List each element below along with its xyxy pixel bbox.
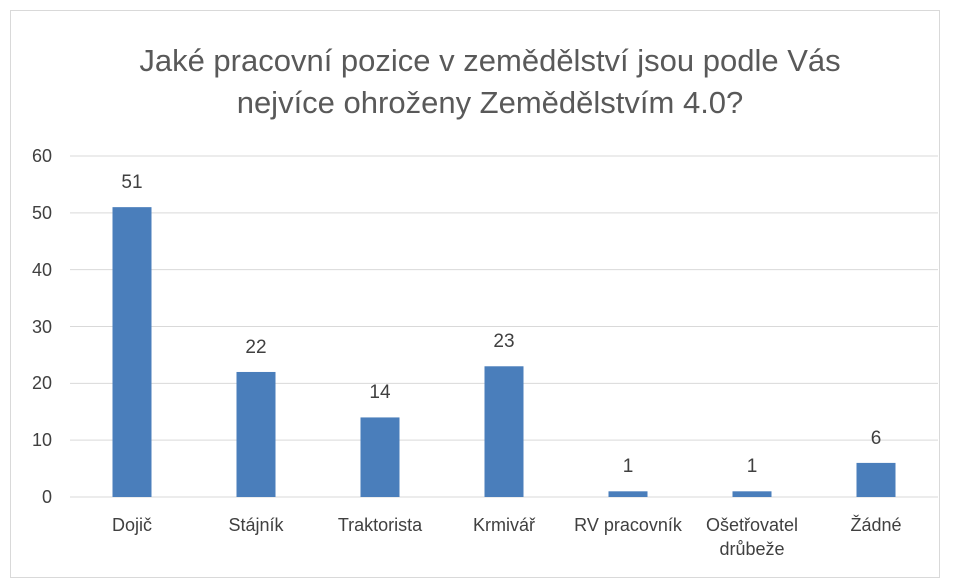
data-label: 1: [622, 456, 634, 478]
bar: [236, 371, 276, 497]
x-tick-label: Žádné: [850, 515, 902, 535]
x-tick-label: Stájník: [228, 515, 284, 535]
y-tick-label: 0: [41, 487, 52, 507]
data-label: 22: [245, 336, 267, 358]
bar: [732, 491, 772, 497]
y-tick-label: 50: [31, 202, 52, 223]
data-label: 1: [746, 456, 758, 478]
y-tick-label: 20: [31, 373, 52, 394]
chart-frame: [10, 10, 940, 578]
data-label: 14: [369, 382, 391, 404]
data-label: 23: [493, 331, 515, 353]
x-tick-label: Traktorista: [337, 515, 423, 535]
bar: [360, 417, 400, 497]
y-tick-label: 60: [31, 146, 52, 166]
x-tick-label: Krmivář: [473, 515, 535, 535]
bar: [856, 462, 896, 497]
data-label: 51: [121, 172, 143, 194]
bar: [112, 207, 152, 497]
x-tick-label: RV pracovník: [574, 515, 682, 535]
bar: [608, 491, 648, 497]
y-tick-label: 10: [31, 430, 52, 451]
data-label: 6: [870, 427, 882, 449]
x-tick-label: Dojič: [111, 515, 152, 535]
y-tick-label: 40: [31, 259, 52, 280]
x-tick-label: Ošetřovatel drůbeže: [705, 515, 799, 559]
bar: [484, 366, 524, 497]
y-tick-label: 30: [31, 316, 52, 337]
chart-title: Jaké pracovní pozice v zemědělství jsou …: [139, 43, 841, 120]
